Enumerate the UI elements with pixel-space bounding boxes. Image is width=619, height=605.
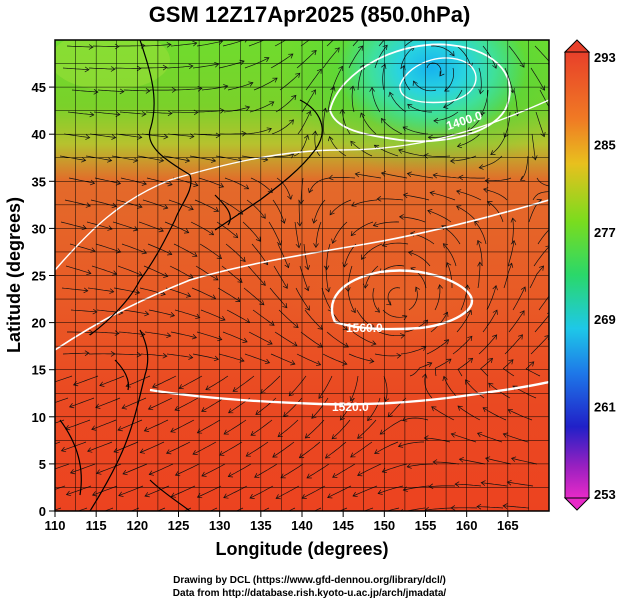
y-tick-label: 5: [39, 457, 46, 472]
y-axis-ticks: 0 5 10 15 20 25 30 35 40 45: [32, 80, 55, 519]
x-tick-label: 115: [86, 518, 107, 533]
y-axis-label: Latitude (degrees): [4, 197, 24, 353]
colorbar-label: 253: [594, 487, 616, 502]
colorbar-label: 269: [594, 312, 616, 327]
x-tick-label: 140: [291, 518, 313, 533]
colorbar-label: 277: [594, 225, 616, 240]
wind-streamlines: [55, 40, 549, 511]
map-field: 1560.0 1520.0 1400.0: [55, 40, 549, 511]
x-tick-label: 120: [126, 518, 148, 533]
y-tick-label: 15: [32, 363, 46, 378]
x-tick-label: 110: [45, 518, 66, 533]
credit-drawing: Drawing by DCL (https://www.gfd-dennou.o…: [173, 575, 446, 586]
colorbar-label: 261: [594, 400, 616, 415]
y-tick-label: 40: [32, 127, 46, 142]
x-tick-label: 165: [497, 518, 519, 533]
contour-label-1560: 1560.0: [346, 321, 383, 335]
coastlines: [59, 40, 323, 511]
x-tick-label: 125: [168, 518, 190, 533]
y-tick-label: 10: [32, 410, 46, 425]
colorbar-scale: [564, 51, 590, 499]
lat-lon-grid: [55, 40, 549, 511]
x-axis-label: Longitude (degrees): [215, 539, 388, 559]
height-contours: [55, 43, 549, 406]
x-axis-ticks: 110 115 120 125 130 135 140 145 150 155 160 165: [45, 511, 519, 533]
map-title: GSM 12Z17Apr2025 (850.0hPa): [148, 2, 471, 27]
y-tick-label: 0: [39, 504, 46, 519]
x-tick-label: 135: [250, 518, 272, 533]
colorbar-top-arrow: [563, 39, 591, 53]
colorbar-label: 285: [594, 137, 616, 152]
colorbar: 293 285 277 269 261 253: [563, 39, 616, 511]
x-tick-label: 150: [373, 518, 395, 533]
y-tick-label: 35: [32, 174, 46, 189]
colorbar-bottom-arrow: [563, 497, 591, 511]
x-tick-label: 145: [332, 518, 354, 533]
colorbar-label: 293: [594, 50, 616, 65]
contour-label-1520: 1520.0: [332, 400, 369, 414]
y-tick-label: 25: [32, 269, 46, 284]
credits: Drawing by DCL (https://www.gfd-dennou.o…: [0, 574, 619, 600]
y-tick-label: 20: [32, 316, 46, 331]
x-tick-label: 155: [415, 518, 437, 533]
y-tick-label: 30: [32, 221, 46, 236]
y-tick-label: 45: [32, 80, 46, 95]
credit-data: Data from http://database.rish.kyoto-u.a…: [172, 588, 447, 599]
x-tick-label: 160: [456, 518, 478, 533]
x-tick-label: 130: [209, 518, 231, 533]
